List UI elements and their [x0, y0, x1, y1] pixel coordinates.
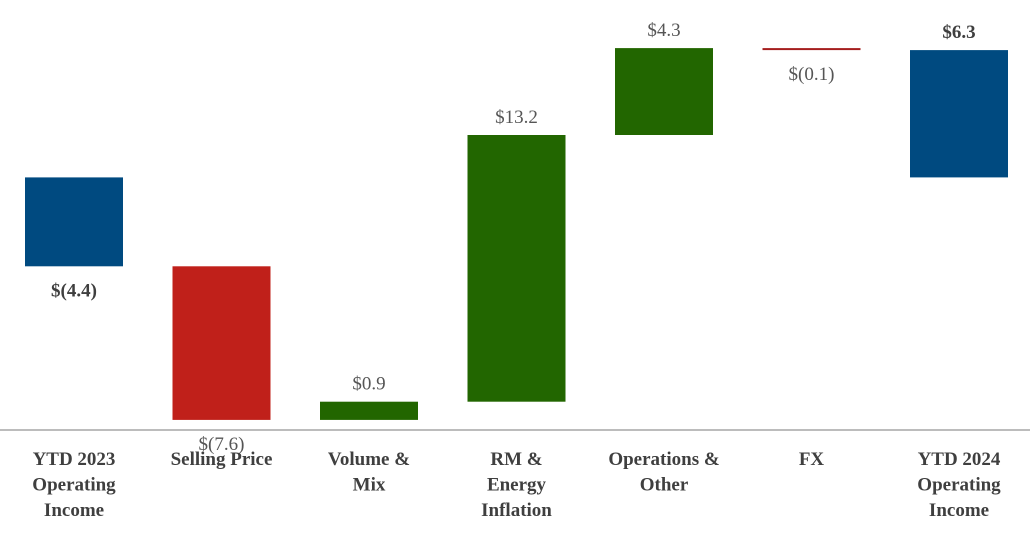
- category-label-3-line-0: RM &: [490, 449, 542, 470]
- category-label-1: Selling Price: [171, 449, 273, 470]
- category-label-2: Volume & Mix: [328, 449, 410, 496]
- category-label-0-line-1: Operating: [32, 475, 116, 496]
- category-label-0-line-0: YTD 2023: [33, 449, 116, 470]
- bar-6: [910, 50, 1008, 178]
- category-label-1-line-0: Selling Price: [171, 449, 273, 470]
- category-label-2-line-1: Mix: [353, 475, 386, 496]
- category-label-0-line-2: Income: [44, 500, 104, 521]
- value-label-0: $(4.4): [51, 280, 97, 301]
- category-label-3: RM & Energy Inflation: [481, 449, 552, 521]
- category-label-3-line-1: Energy: [487, 475, 547, 496]
- category-label-4: Operations & Other: [608, 449, 719, 496]
- bar-3: [467, 135, 566, 402]
- value-labels-layer: $(4.4) $(7.6) $0.9 $13.2 $4.3 $(0.1) $6.3: [51, 20, 976, 455]
- category-label-5-line-0: FX: [799, 449, 825, 470]
- category-label-6: YTD 2024 Operating Income: [917, 449, 1001, 521]
- value-label-2: $0.9: [352, 374, 385, 395]
- category-labels-layer: YTD 2023 Operating Income Selling Price Volu…: [32, 449, 1001, 521]
- value-label-5: $(0.1): [789, 64, 835, 85]
- category-label-4-line-1: Other: [640, 475, 689, 496]
- bar-2: [320, 401, 418, 420]
- bar-5: [762, 48, 861, 51]
- bar-1: [172, 266, 271, 420]
- category-label-6-line-0: YTD 2024: [918, 449, 1001, 470]
- bar-4: [615, 48, 713, 135]
- value-label-1: $(7.6): [199, 434, 245, 455]
- category-label-6-line-2: Income: [929, 500, 989, 521]
- bar-0: [25, 177, 123, 267]
- category-label-5: FX: [799, 449, 825, 470]
- category-label-3-line-2: Inflation: [481, 500, 552, 521]
- bars-layer: [25, 48, 1008, 420]
- value-label-4: $4.3: [647, 20, 680, 41]
- category-label-2-line-0: Volume &: [328, 449, 410, 470]
- category-label-6-line-1: Operating: [917, 475, 1001, 496]
- category-label-4-line-0: Operations &: [608, 449, 719, 470]
- value-label-6: $6.3: [942, 22, 975, 43]
- value-label-3: $13.2: [495, 107, 538, 128]
- category-label-0: YTD 2023 Operating Income: [32, 449, 116, 521]
